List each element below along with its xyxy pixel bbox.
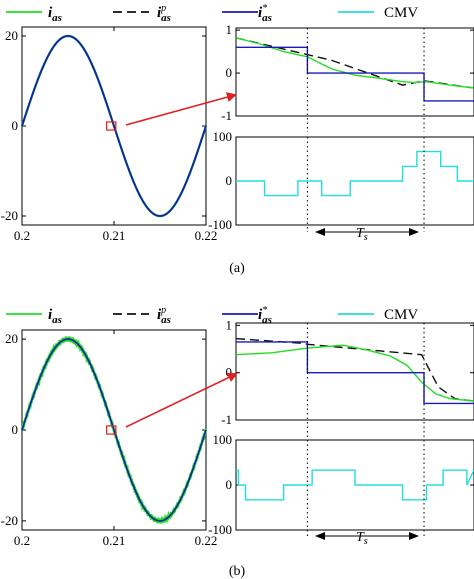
y-tick-label: -1: [221, 108, 232, 123]
legend-label-ias: ias: [48, 307, 62, 326]
x-tick-label: 0.21: [103, 533, 126, 548]
y-tick-label: 0: [12, 118, 19, 133]
plot-a-main: 20 0 -20 0.2 0.21 0.22: [1, 26, 218, 243]
series-line-i-as-p: [235, 37, 474, 89]
y-tick-label: -100: [208, 522, 232, 537]
panel-label-b: (b): [229, 564, 246, 579]
legend-label-iasp: ip as: [157, 305, 171, 326]
plot-b-cmv-zoom: 100 0 -100: [208, 432, 474, 537]
y-tick-label: 20: [5, 28, 18, 43]
series-line-CMV: [236, 469, 474, 501]
plot-b-current-zoom: 1 0 -1: [221, 317, 474, 437]
legend-label-iasr: i* as: [258, 3, 272, 24]
ts-annotation-b: Ts: [315, 530, 419, 547]
legend-label-ias: ias: [48, 5, 62, 24]
series-line-i-as--: [236, 341, 474, 405]
legend-label-iasp: ip as: [157, 3, 171, 24]
x-tick-label: 0.22: [195, 228, 218, 243]
legend-label-cmv: CMV: [384, 5, 418, 21]
series-line-i-as: [235, 344, 474, 402]
legend-a: ias ip as i* as CMV: [6, 3, 418, 24]
plot-frame: [235, 322, 474, 421]
legend-label-cmv: CMV: [384, 307, 418, 323]
y-tick-label: 0: [226, 477, 233, 492]
y-tick-label: -20: [1, 513, 18, 528]
series-line-i-as: [235, 37, 474, 89]
y-tick-label: 100: [213, 432, 233, 447]
y-tick-label: 0: [226, 65, 233, 80]
zoom-box: [106, 425, 117, 435]
panel-b: ias ip as i* as CMV 20 0 -20 0.2 0.21 0.22 1 0 -1 10…: [1, 305, 474, 579]
y-tick-label: 1: [226, 317, 233, 332]
y-tick-label: 100: [213, 129, 233, 144]
series-line-i_as-ref: [21, 35, 207, 217]
y-tick-label: 0: [12, 422, 19, 437]
y-tick-label: 0: [226, 173, 233, 188]
x-tick-label: 0.21: [103, 228, 126, 243]
x-tick-label: 0.22: [195, 533, 218, 548]
panel-a: ias ip as i* as CMV 20 0 -20 0.2 0.21 0.22 1 0 -1 10…: [1, 3, 474, 276]
x-tick-label: 0.2: [14, 533, 30, 548]
zoom-box: [106, 121, 117, 131]
y-tick-label: -20: [1, 208, 18, 223]
series-line-CMV: [236, 150, 474, 197]
plot-b-main: 20 0 -20 0.2 0.21 0.22: [1, 329, 218, 548]
ts-label-a: Ts: [356, 226, 368, 243]
legend-label-iasr: i* as: [258, 305, 272, 326]
y-tick-label: -100: [208, 217, 232, 232]
plot-frame: [235, 27, 474, 117]
ts-annotation-a: Ts: [315, 226, 419, 243]
y-tick-label: 0: [226, 365, 233, 380]
panel-label-a: (a): [229, 261, 245, 276]
series-line-i-as--: [236, 46, 474, 102]
zoom-arrow-a: [125, 92, 237, 126]
plot-a-current-zoom: 1 0 -1: [221, 22, 474, 132]
ts-label-b: Ts: [356, 530, 368, 547]
y-tick-label: 20: [5, 331, 18, 346]
plot-a-cmv-zoom: 100 0 -100: [208, 129, 474, 232]
legend-b: ias ip as i* as CMV: [6, 305, 418, 326]
y-tick-label: 1: [226, 22, 233, 37]
x-tick-label: 0.2: [14, 228, 30, 243]
series-line-i_as-ref: [21, 338, 207, 522]
zoom-arrow-b: [125, 372, 238, 428]
y-tick-label: -1: [221, 412, 232, 427]
